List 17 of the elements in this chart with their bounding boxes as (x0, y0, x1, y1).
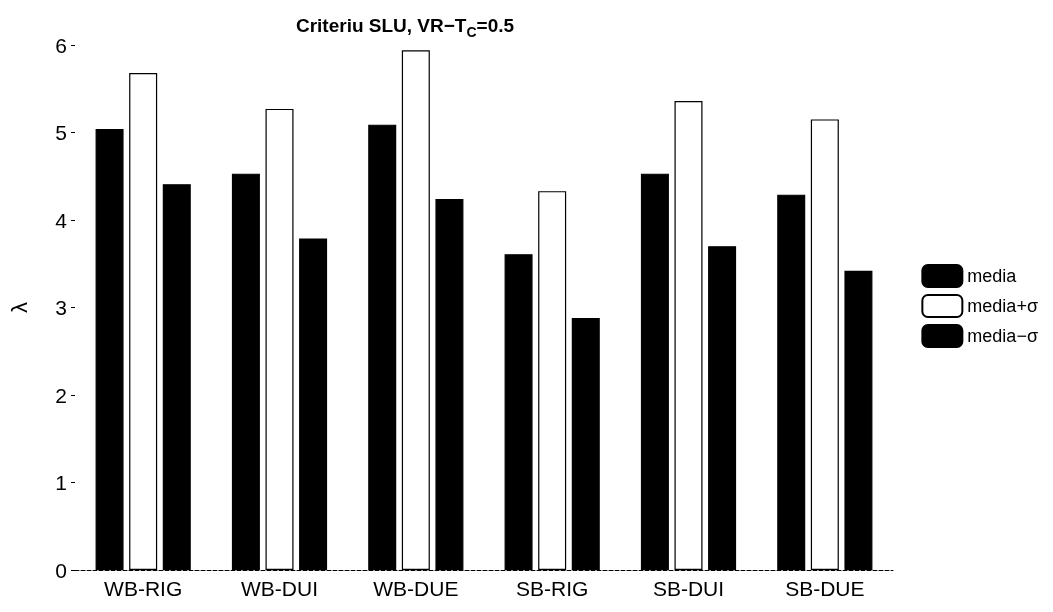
y-tick-label: 1 (55, 471, 67, 494)
x-tick-label: WB-DUE (373, 577, 459, 600)
x-tick-label: SB-DUI (652, 577, 725, 600)
legend-label: media+σ (967, 296, 1039, 316)
y-tick-label: 2 (55, 383, 67, 407)
x-tick-label: SB-DUE (785, 577, 865, 600)
legend-label: media (967, 266, 1018, 286)
y-tick-label: 0 (55, 558, 67, 582)
legend-label: media−σ (967, 326, 1039, 346)
y-axis-title: λ (6, 302, 32, 313)
x-tick-label: SB-RIG (515, 577, 589, 600)
x-tick-label: WB-DUI (241, 577, 318, 600)
y-tick-label: 3 (55, 296, 67, 319)
x-tick-label: WB-RIG (104, 577, 183, 600)
y-tick-label: 4 (55, 208, 68, 232)
y-tick-label: 6 (55, 33, 67, 57)
y-tick-label: 5 (55, 121, 67, 144)
